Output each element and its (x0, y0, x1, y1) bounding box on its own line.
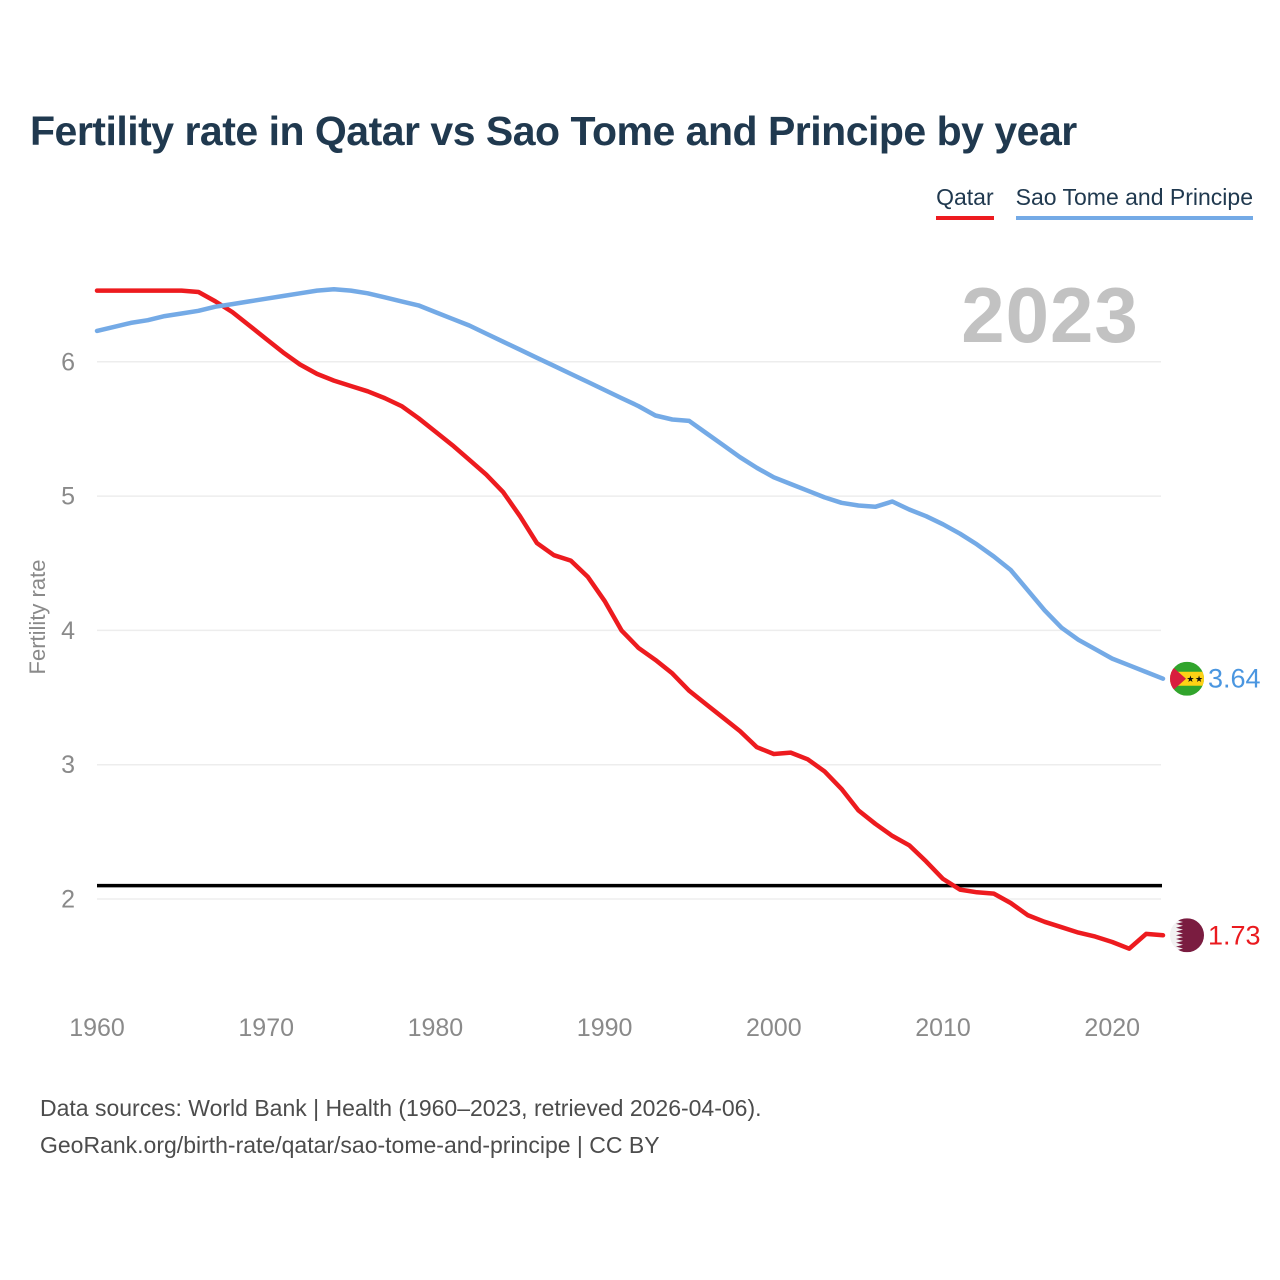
series-line-sao-tome-and-principe (94, 287, 1166, 681)
chart-title: Fertility rate in Qatar vs Sao Tome and … (30, 108, 1077, 154)
end-value-label-qatar: 1.73 (1208, 920, 1261, 950)
x-tick-label-2000: 2000 (746, 1014, 802, 1042)
flag-stars: ★★ (1186, 674, 1203, 684)
flag-red-triangle (1170, 663, 1186, 694)
y-tick-label-2: 2 (61, 886, 75, 914)
qatar-flag-icon (1170, 918, 1204, 953)
footer: Data sources: World Bank | Health (1960–… (40, 1090, 762, 1164)
footer-data-sources: Data sources: World Bank | Health (1960–… (40, 1095, 762, 1121)
x-tick-label-2020: 2020 (1084, 1014, 1140, 1042)
sao-tome-and-principe-flag-icon: ★★ (1170, 661, 1204, 696)
legend-item-sao-tome-and-principe[interactable]: Sao Tome and Principe (1015, 184, 1253, 220)
x-tick-label-2010: 2010 (915, 1014, 971, 1042)
x-tick-label-1980: 1980 (408, 1014, 464, 1042)
x-tick-label-1960: 1960 (69, 1014, 125, 1042)
series-line-qatar (94, 288, 1166, 951)
y-tick-label-3: 3 (61, 751, 75, 779)
x-tick-label-1970: 1970 (238, 1014, 294, 1042)
legend-item-qatar[interactable]: Qatar (936, 184, 994, 220)
y-tick-label-5: 5 (61, 483, 75, 511)
end-value-label-sao-tome-and-principe: 3.64 (1208, 664, 1261, 694)
y-axis-label: Fertility rate (25, 560, 50, 675)
y-tick-label-4: 4 (61, 617, 75, 645)
footer-attribution: GeoRank.org/birth-rate/qatar/sao-tome-an… (40, 1132, 660, 1158)
x-tick-label-1990: 1990 (577, 1014, 633, 1042)
flag-maroon-serrated-field (1176, 918, 1204, 953)
y-tick-label-6: 6 (61, 348, 75, 376)
legend: Qatar Sao Tome and Principe (936, 184, 1253, 220)
y-gridlines: 2 3 4 5 6 (61, 348, 1161, 914)
watermark-year: 2023 (961, 271, 1139, 359)
x-tick-labels: 1960 1970 1980 1990 2000 2010 2020 (69, 1014, 1140, 1042)
